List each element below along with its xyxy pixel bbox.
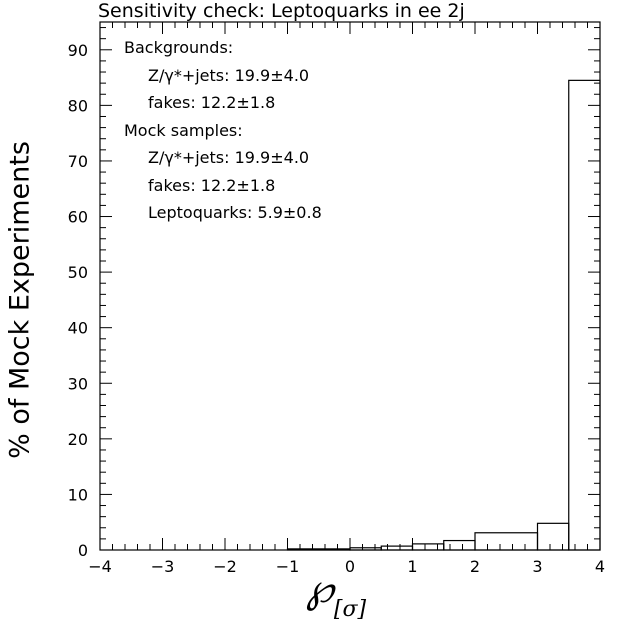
x-axis-label-subscript: [σ] bbox=[333, 597, 367, 622]
annotation-entry: Leptoquarks: 5.9±0.8 bbox=[148, 203, 322, 222]
y-tick-label: 80 bbox=[68, 96, 88, 115]
annotation-heading: Mock samples: bbox=[124, 120, 243, 140]
annotation-entry: Z/γ*+jets: 19.9±4.0 bbox=[148, 148, 310, 167]
x-tick-label: 2 bbox=[470, 557, 480, 576]
y-axis-label: % of Mock Experiments bbox=[4, 141, 36, 459]
x-tick-label: 1 bbox=[407, 557, 417, 576]
histogram-bin bbox=[474, 532, 539, 551]
histogram-bin bbox=[536, 522, 570, 551]
x-tick-label: 3 bbox=[532, 557, 542, 576]
x-tick-label: −4 bbox=[88, 557, 112, 576]
histogram-bin bbox=[349, 547, 382, 551]
y-tick-label: 70 bbox=[68, 152, 88, 171]
x-axis-label: ℘[σ] bbox=[306, 566, 366, 622]
y-tick-label: 90 bbox=[68, 41, 88, 60]
x-tick-label: −1 bbox=[276, 557, 300, 576]
annotation-heading: Backgrounds: bbox=[124, 38, 234, 57]
annotation-entry: fakes: 12.2±1.8 bbox=[148, 93, 276, 112]
histogram-bin bbox=[380, 545, 414, 551]
histogram-bin bbox=[286, 548, 351, 551]
y-tick-label: 20 bbox=[68, 430, 88, 449]
x-axis-label-main: ℘ bbox=[306, 566, 334, 612]
y-tick-label: 40 bbox=[68, 319, 88, 338]
y-tick-label: 0 bbox=[78, 541, 88, 560]
y-tick-label: 50 bbox=[68, 263, 88, 282]
x-tick-label: 4 bbox=[595, 557, 605, 576]
x-tick-label: −3 bbox=[151, 557, 175, 576]
histogram-bin bbox=[443, 539, 476, 551]
y-tick-label: 60 bbox=[68, 208, 88, 227]
histogram-bars bbox=[286, 79, 601, 551]
y-tick-label: 10 bbox=[68, 485, 88, 504]
x-tick-label: 0 bbox=[345, 557, 355, 576]
y-tick-label: 30 bbox=[68, 374, 88, 393]
histogram-bin bbox=[568, 79, 601, 551]
chart-title: Sensitivity check: Leptoquarks in ee 2j bbox=[98, 0, 465, 22]
x-tick-label: −2 bbox=[213, 557, 237, 576]
annotation-entry: Z/γ*+jets: 19.9±4.0 bbox=[148, 65, 310, 85]
annotation-entry: fakes: 12.2±1.8 bbox=[148, 175, 276, 195]
histogram-bin bbox=[411, 543, 445, 551]
